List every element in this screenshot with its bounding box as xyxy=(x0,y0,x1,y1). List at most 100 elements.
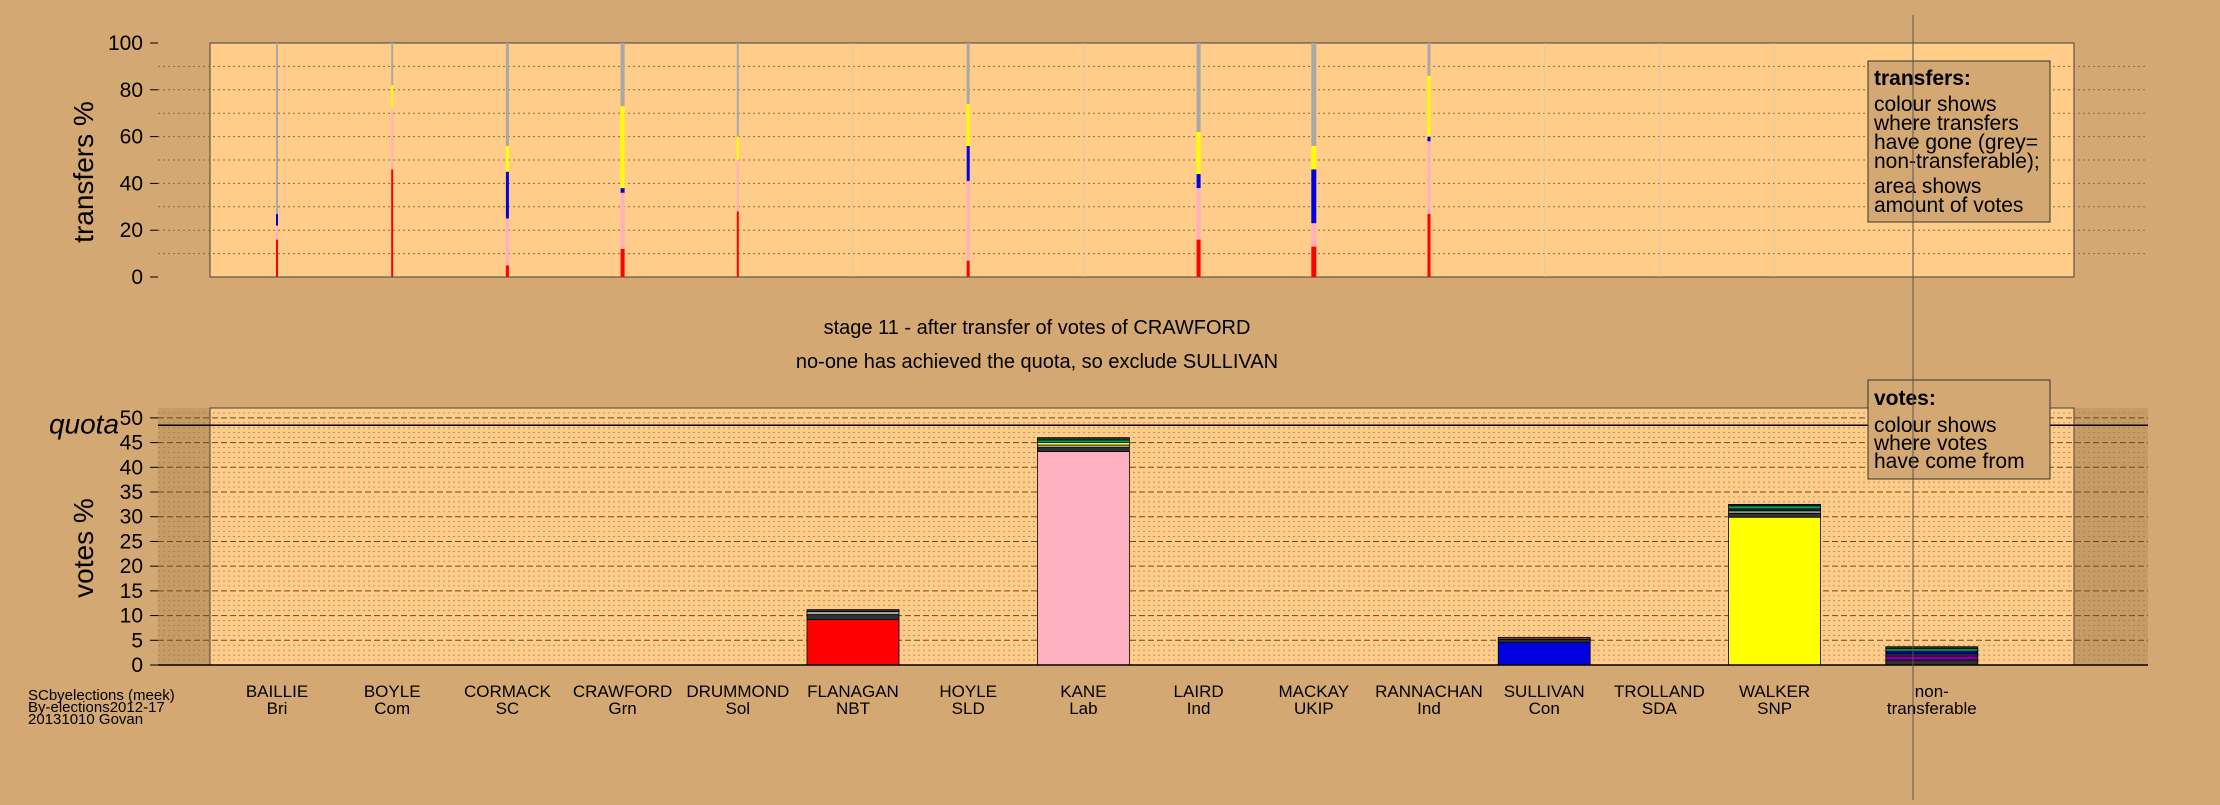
candidate-name: MACKAY xyxy=(1279,682,1350,701)
transfer-segment-yellow xyxy=(1196,131,1201,175)
vote-segment-dark xyxy=(806,609,900,613)
vote-segment-dark xyxy=(1728,503,1821,507)
transfers-legend-box xyxy=(1867,60,2051,223)
vote-segment-dark xyxy=(1728,512,1821,518)
transfer-segment-red xyxy=(391,169,394,277)
candidate-name: FLANAGAN xyxy=(807,682,899,701)
transfer-segment-yellow xyxy=(391,85,394,109)
vote-segment-red xyxy=(806,619,900,666)
candidate-name: BOYLE xyxy=(364,682,421,701)
candidate-name: BAILLIE xyxy=(246,682,308,701)
y-tick-label: 40 xyxy=(120,456,143,479)
decision-heading: no-one has achieved the quota, so exclud… xyxy=(796,351,1278,373)
vote-segment-blue xyxy=(1497,641,1591,666)
transfer-segment-grey xyxy=(1427,43,1431,76)
candidate-party: SDA xyxy=(1642,699,1678,718)
candidate-party: Lab xyxy=(1069,699,1097,718)
vote-segment-green xyxy=(1728,505,1821,510)
vote-segment-dark xyxy=(1037,447,1130,452)
transfer-segment-blue xyxy=(1311,169,1317,224)
transfer-segment-grey xyxy=(505,43,509,146)
candidate-name: DRUMMOND xyxy=(686,682,789,701)
transfer-segment-yellow xyxy=(1427,75,1431,137)
transfers-y-ticks: 0 20 40 60 80 100 xyxy=(108,32,158,289)
candidate-party: SC xyxy=(496,699,520,718)
y-tick-label: 40 xyxy=(120,172,143,195)
transfers-y-axis-label: transfers % xyxy=(68,101,99,243)
transfers-legend-line: amount of votes xyxy=(1874,194,2023,217)
transfer-segment-blue xyxy=(1427,136,1431,142)
y-tick-label: 25 xyxy=(120,530,143,553)
transfer-segment-pink xyxy=(620,192,625,249)
candidate-name: CRAWFORD xyxy=(573,682,672,701)
vote-segment-brown xyxy=(1497,636,1591,640)
candidate-party: Bri xyxy=(267,699,288,718)
transfer-segment-yellow xyxy=(620,106,625,189)
transfer-segment-pink xyxy=(276,225,278,240)
candidate-party: Con xyxy=(1529,699,1560,718)
votes-legend-title: votes: xyxy=(1874,387,1936,410)
transfer-segment-grey xyxy=(966,43,970,104)
y-tick-label: 20 xyxy=(120,555,143,578)
transfer-segment-blue xyxy=(276,213,278,226)
transfer-segment-grey xyxy=(736,43,739,137)
transfer-segment-grey xyxy=(1311,43,1317,146)
vote-segment-dark xyxy=(1037,437,1130,441)
transfers-legend-line: area shows xyxy=(1874,175,1981,198)
stage-heading: stage 11 - after transfer of votes of CR… xyxy=(824,317,1251,339)
candidate-party: Grn xyxy=(608,699,636,718)
transfer-segment-red xyxy=(1311,246,1317,277)
candidate-party: Sol xyxy=(726,699,751,718)
transfers-legend-line: where transfers xyxy=(1873,112,2019,135)
y-tick-label: 35 xyxy=(120,481,143,504)
vote-segment-grey xyxy=(806,611,900,615)
votes-legend-line: have come from xyxy=(1874,450,2025,473)
y-tick-label: 60 xyxy=(120,126,143,149)
transfers-legend-title: transfers: xyxy=(1874,67,1971,90)
transfer-segment-red xyxy=(1196,239,1201,277)
transfers-legend: transfers: colour shows where transfers … xyxy=(1867,60,2051,223)
candidate-name: LAIRD xyxy=(1174,682,1224,701)
transfer-segment-yellow xyxy=(1311,145,1317,170)
votes-legend-box xyxy=(1867,379,2051,480)
candidate-party: transferable xyxy=(1887,699,1977,718)
transfers-bars xyxy=(276,43,1775,277)
y-tick-label: 20 xyxy=(120,219,143,242)
y-tick-label: 0 xyxy=(131,654,143,677)
vote-segment-dark xyxy=(1885,646,1979,650)
transfer-segment-yellow xyxy=(966,103,970,146)
transfer-segment-blue xyxy=(620,188,625,193)
transfer-segment-pink xyxy=(1427,141,1431,214)
vote-segment-yellow xyxy=(1728,516,1821,666)
votes-right-shade xyxy=(2074,408,2148,665)
source-line: 20131010 Govan xyxy=(28,711,143,728)
transfer-segment-red xyxy=(620,248,625,277)
transfer-segment-red xyxy=(276,239,278,277)
transfer-segment-pink xyxy=(505,218,509,266)
transfer-segment-red xyxy=(736,211,739,277)
votes-legend-line: where votes xyxy=(1873,432,1987,455)
candidate-name: KANE xyxy=(1060,682,1106,701)
candidate-party: NBT xyxy=(836,699,870,718)
y-tick-label: 5 xyxy=(131,629,143,652)
transfer-segment-red xyxy=(505,265,509,277)
source-line: SCbyelections (meek) xyxy=(28,687,175,704)
votes-bars xyxy=(806,437,1979,666)
candidate-name: WALKER xyxy=(1739,682,1810,701)
transfer-segment-blue xyxy=(505,171,509,219)
candidate-name: HOYLE xyxy=(939,682,997,701)
transfer-segment-pink xyxy=(966,181,970,261)
transfers-legend-line: non-transferable); xyxy=(1874,150,2040,173)
transfers-legend-line: have gone (grey= xyxy=(1874,131,2038,154)
transfers-legend-line: colour shows xyxy=(1874,93,1997,116)
candidate-name: non- xyxy=(1915,682,1949,701)
candidate-party: Com xyxy=(374,699,410,718)
transfers-grid xyxy=(158,65,2148,255)
transfer-segment-red xyxy=(1427,213,1431,277)
votes-legend: votes: colour shows where votes have com… xyxy=(1867,379,2051,480)
y-tick-label: 50 xyxy=(120,407,143,430)
